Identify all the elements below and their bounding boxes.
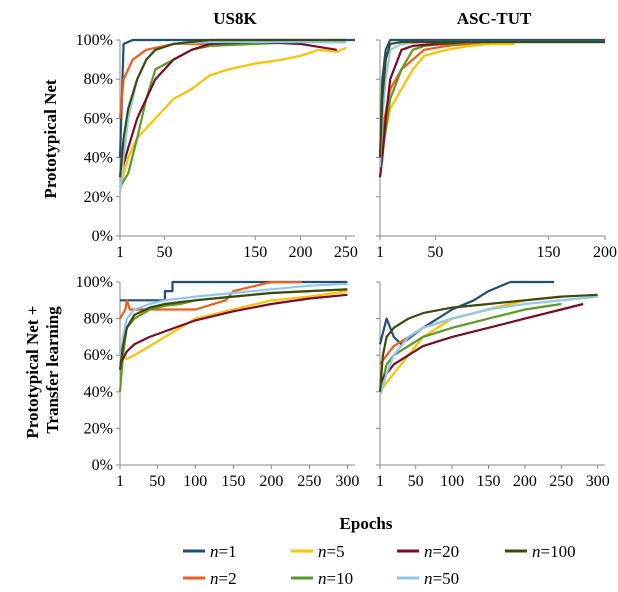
- series-line-n-50: [380, 297, 598, 396]
- x-tick-label: 200: [513, 473, 537, 490]
- series-line-n-20: [120, 42, 337, 177]
- legend-item: n=10: [291, 569, 353, 588]
- legend-label: n=50: [424, 569, 459, 588]
- legend-label: n=2: [210, 569, 237, 588]
- legend-item: n=20: [397, 542, 459, 561]
- panel-4: 1 50 100 150 200 250 300: [376, 282, 610, 490]
- series-line-n-10: [120, 289, 347, 392]
- series-line-n-1: [380, 282, 554, 344]
- column-title-asc-tut: ASC-TUT: [457, 9, 532, 28]
- x-tick-label: 50: [408, 473, 424, 490]
- series-line-n-1: [120, 40, 355, 158]
- x-tick-label: 100: [183, 473, 207, 490]
- row-title-line: Transfer learning: [43, 306, 62, 434]
- series-line-n-20: [380, 42, 469, 177]
- series-line-n-100: [120, 40, 346, 177]
- y-tick-label: 20%: [84, 189, 113, 206]
- x-tick-label: 250: [334, 244, 358, 261]
- series-line-n-50: [380, 42, 605, 167]
- row-title-line: Prototypical Net: [41, 79, 60, 198]
- y-tick-label: 0%: [92, 228, 113, 245]
- panel-1: 0%20%40%60%80%100%1 50 150 200 250: [76, 32, 358, 261]
- x-tick-label: 300: [335, 473, 359, 490]
- x-tick-label: 200: [289, 244, 313, 261]
- legend-item: n=100: [505, 542, 576, 561]
- x-tick-label: 1: [116, 244, 124, 261]
- x-tick-label: 1: [376, 473, 384, 490]
- x-tick-label: 250: [549, 473, 573, 490]
- x-tick-label: 150: [536, 244, 560, 261]
- x-tick-label: 150: [221, 473, 245, 490]
- legend-item: n=1: [183, 542, 237, 561]
- legend-label: n=1: [210, 542, 237, 561]
- y-tick-label: 20%: [84, 420, 113, 437]
- legend-label: n=100: [532, 542, 576, 561]
- legend: n=1 n=5 n=20 n=100 n=2 n=10 n=50: [183, 542, 576, 588]
- x-tick-label: 50: [156, 244, 172, 261]
- x-tick-label: 200: [593, 244, 617, 261]
- series-line-n-5: [380, 44, 515, 177]
- row-title-line: Prototypical Net +: [23, 306, 42, 439]
- legend-item: n=5: [291, 542, 345, 561]
- row-title-transfer-learning: Prototypical Net + Transfer learning: [23, 301, 62, 438]
- x-tick-label: 100: [440, 473, 464, 490]
- y-tick-label: 80%: [84, 311, 113, 328]
- y-tick-label: 100%: [76, 32, 113, 49]
- x-tick-label: 300: [586, 473, 610, 490]
- x-axis-label: Epochs: [340, 514, 393, 533]
- legend-label: n=20: [424, 542, 459, 561]
- column-title-us8k: US8K: [213, 9, 257, 28]
- legend-label: n=5: [318, 542, 345, 561]
- legend-label: n=10: [318, 569, 353, 588]
- series-line-n-50: [120, 42, 346, 193]
- series-line-n-10: [380, 42, 605, 167]
- x-tick-label: 50: [427, 244, 443, 261]
- y-tick-label: 100%: [76, 274, 113, 291]
- series-line-n-5: [120, 48, 346, 187]
- y-tick-label: 80%: [84, 71, 113, 88]
- series-line-n-5: [380, 297, 561, 392]
- series-line-n-20: [380, 304, 583, 383]
- legend-item: n=2: [183, 569, 237, 588]
- y-tick-label: 60%: [84, 347, 113, 364]
- y-tick-label: 0%: [92, 457, 113, 474]
- x-tick-label: 50: [149, 473, 165, 490]
- y-tick-label: 60%: [84, 110, 113, 127]
- x-tick-label: 1: [116, 473, 124, 490]
- series-line-n-20: [120, 295, 347, 365]
- y-tick-label: 40%: [84, 150, 113, 167]
- x-tick-label: 200: [259, 473, 283, 490]
- x-tick-label: 250: [297, 473, 321, 490]
- panel-2: 1 50 150 200: [376, 40, 617, 261]
- panel-3: 0%20%40%60%80%100%1 50 100 150 200 250 300: [76, 274, 360, 490]
- x-tick-label: 150: [243, 244, 267, 261]
- row-title-prototypical-net: Prototypical Net: [41, 79, 60, 198]
- x-tick-label: 1: [376, 244, 384, 261]
- y-tick-label: 40%: [84, 384, 113, 401]
- x-tick-label: 150: [476, 473, 500, 490]
- series-line-n-10: [120, 42, 346, 187]
- legend-item: n=50: [397, 569, 459, 588]
